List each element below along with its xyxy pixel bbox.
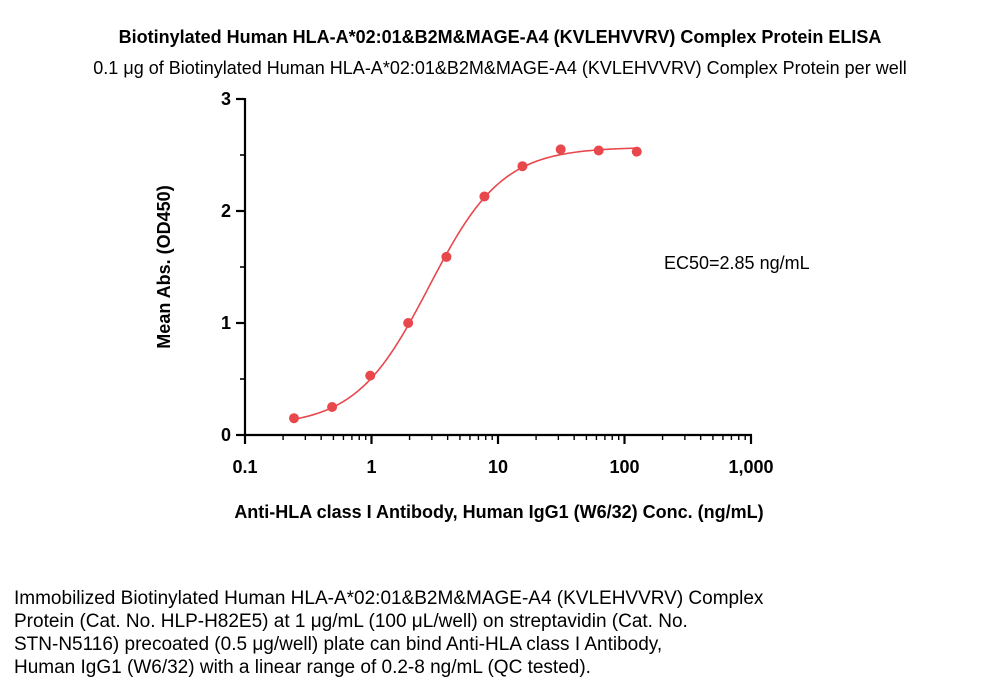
y-tick-label: 0 xyxy=(221,425,231,445)
x-tick-label: 1 xyxy=(366,457,376,477)
x-tick-label: 100 xyxy=(609,457,639,477)
figure-caption: Immobilized Biotinylated Human HLA-A*02:… xyxy=(14,587,974,679)
data-points xyxy=(289,144,642,424)
data-point xyxy=(631,146,642,157)
data-point xyxy=(517,161,528,172)
data-point xyxy=(555,144,566,155)
chart-title: Biotinylated Human HLA-A*02:01&B2M&MAGE-… xyxy=(118,27,882,47)
data-point xyxy=(403,318,414,328)
caption-line: Immobilized Biotinylated Human HLA-A*02:… xyxy=(14,588,764,609)
ec50-annotation: EC50=2.85 ng/mL xyxy=(664,253,810,273)
fit-curve xyxy=(293,147,637,421)
x-tick-label: 10 xyxy=(488,457,508,477)
x-axis-label: Anti-HLA class I Antibody, Human IgG1 (W… xyxy=(234,502,763,522)
y-tick-label: 1 xyxy=(221,313,231,333)
axes: 0 1 2 3 0.1 1 10 100 1,000 xyxy=(221,89,774,477)
axis-labels: Mean Abs. (OD450) Anti-HLA class I Antib… xyxy=(154,185,810,522)
caption-line: STN-N5116) precoated (0.5 μg/well) plate… xyxy=(14,634,663,655)
chart-subtitle: 0.1 μg of Biotinylated Human HLA-A*02:01… xyxy=(93,58,907,78)
data-point xyxy=(479,191,490,202)
y-tick-label: 3 xyxy=(221,89,231,109)
caption-line: Human IgG1 (W6/32) with a linear range o… xyxy=(14,657,591,678)
x-tick-label: 1,000 xyxy=(728,457,773,477)
y-tick-label: 2 xyxy=(221,201,231,221)
data-point xyxy=(593,145,604,156)
x-tick-label: 0.1 xyxy=(232,457,257,477)
data-point xyxy=(441,251,452,262)
caption-line: Protein (Cat. No. HLP-H82E5) at 1 μg/mL … xyxy=(14,611,688,632)
data-point xyxy=(327,402,338,412)
data-point xyxy=(289,413,300,424)
elisa-chart: 0 1 2 3 0.1 1 10 100 1,000 Mean Abs. (OD450) Ant… xyxy=(154,89,810,522)
y-axis-label: Mean Abs. (OD450) xyxy=(154,185,174,348)
data-point xyxy=(365,370,376,381)
